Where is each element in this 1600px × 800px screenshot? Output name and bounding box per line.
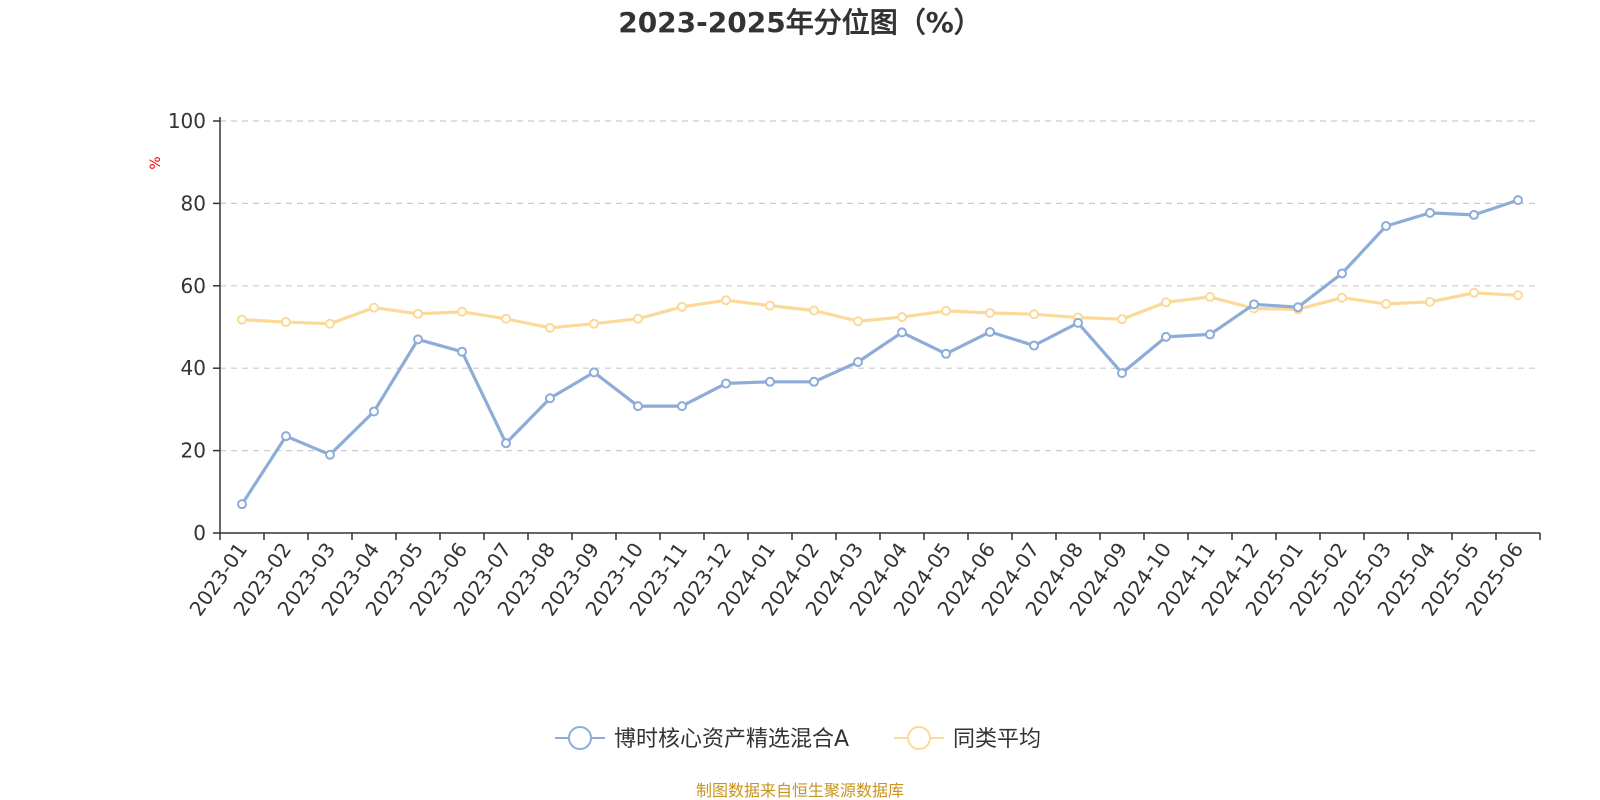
data-point[interactable] [457,306,467,317]
grid-lines [220,120,1540,452]
data-point[interactable] [721,295,731,306]
y-tick-label: 40 [181,356,206,380]
data-point[interactable] [677,301,687,312]
data-point[interactable] [281,431,291,442]
y-axis: 0 20 40 60 80 100 [168,109,221,545]
series-1 [237,287,1523,333]
data-point[interactable] [281,317,291,328]
data-point[interactable] [809,305,819,316]
data-point[interactable] [1029,309,1039,320]
legend-label: 博时核心资产精选混合A [614,727,849,752]
data-point[interactable] [1337,268,1347,279]
y-tick-label: 0 [193,521,206,545]
data-point[interactable] [941,305,951,316]
legend[interactable]: 博时核心资产精选混合A 同类平均 [555,726,1041,752]
data-point[interactable] [1381,221,1391,232]
series-line [240,198,1519,506]
data-point[interactable] [1117,368,1127,379]
data-point[interactable] [897,327,907,338]
legend-marker [568,726,592,750]
y-tick-label: 100 [168,109,206,133]
data-point[interactable] [1029,340,1039,351]
data-point[interactable] [1117,314,1127,325]
legend-marker [907,726,931,750]
data-point[interactable] [501,438,511,449]
data-point[interactable] [765,376,775,387]
data-point[interactable] [853,357,863,368]
data-point[interactable] [457,346,467,357]
data-point[interactable] [985,326,995,337]
data-point[interactable] [1073,317,1083,328]
y-tick-label: 60 [181,274,206,298]
legend-item-1[interactable]: 同类平均 [894,726,1041,752]
data-point[interactable] [1381,298,1391,309]
data-point[interactable] [721,378,731,389]
data-point[interactable] [237,314,247,325]
data-point[interactable] [985,307,995,318]
data-source-note: 制图数据来自恒生聚源数据库 [696,781,904,800]
data-point[interactable] [853,316,863,327]
x-axis: 2023-012023-022023-032023-042023-052023-… [184,532,1541,620]
y-tick-label: 20 [181,439,206,463]
data-point[interactable] [1513,290,1523,301]
data-point[interactable] [633,401,643,412]
data-point[interactable] [237,499,247,510]
data-point[interactable] [325,449,335,460]
data-point[interactable] [369,406,379,417]
series-layer [237,195,1523,510]
data-point[interactable] [1293,302,1303,313]
legend-label: 同类平均 [953,727,1041,752]
data-point[interactable] [1513,195,1523,206]
y-tick-label: 80 [181,191,206,215]
series-0 [237,195,1523,510]
data-point[interactable] [1249,299,1259,310]
data-point[interactable] [633,313,643,324]
data-point[interactable] [413,334,423,345]
chart-title: 2023-2025年分位图（%） [618,6,982,39]
data-point[interactable] [501,313,511,324]
data-point[interactable] [545,393,555,404]
data-point[interactable] [677,401,687,412]
data-point[interactable] [545,322,555,333]
data-point[interactable] [1425,296,1435,307]
data-point[interactable] [1205,329,1215,340]
series-line [241,291,1519,330]
data-point[interactable] [369,302,379,313]
data-point[interactable] [1469,287,1479,298]
legend-item-0[interactable]: 博时核心资产精选混合A [555,726,849,752]
data-point[interactable] [765,300,775,311]
data-point[interactable] [809,376,819,387]
data-point[interactable] [1161,297,1171,308]
data-point[interactable] [941,348,951,359]
y-axis-unit: % [148,156,164,169]
data-point[interactable] [325,318,335,329]
data-point[interactable] [1205,291,1215,302]
data-point[interactable] [589,318,599,329]
data-point[interactable] [897,312,907,323]
data-point[interactable] [1425,207,1435,218]
data-point[interactable] [589,367,599,378]
data-point[interactable] [1469,209,1479,220]
data-point[interactable] [1161,331,1171,342]
data-point[interactable] [413,308,423,319]
data-point[interactable] [1337,292,1347,303]
